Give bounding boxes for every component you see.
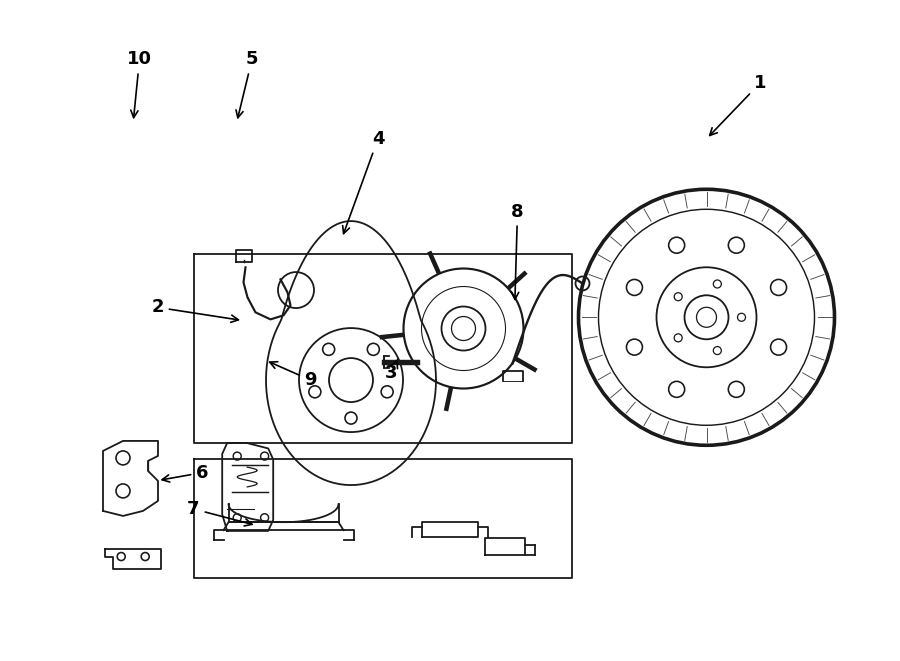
Text: 5: 5	[236, 50, 258, 118]
Text: 10: 10	[127, 50, 152, 118]
Text: 6: 6	[162, 463, 209, 482]
Text: 1: 1	[710, 73, 767, 136]
Text: 2: 2	[151, 298, 238, 323]
Text: 7: 7	[187, 500, 252, 526]
Text: 4: 4	[343, 130, 384, 233]
Text: 3: 3	[385, 359, 398, 383]
Text: 9: 9	[270, 362, 317, 389]
Text: 8: 8	[511, 202, 524, 299]
